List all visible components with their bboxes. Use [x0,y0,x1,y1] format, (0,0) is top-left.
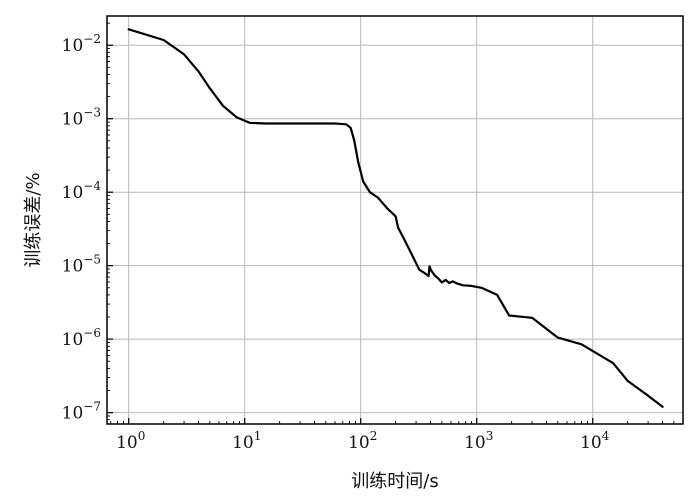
x-tick-base: 10 [116,433,138,453]
x-tick-base: 10 [348,433,370,453]
x-tick-base: 10 [580,433,602,453]
y-tick-base: 10 [62,257,84,277]
series-line [127,28,664,408]
y-tick-base: 10 [62,183,84,203]
y-tick-base: 10 [62,36,84,56]
y-tick-exponent: −4 [83,179,101,193]
x-tick-exponent: 3 [486,429,494,443]
x-tick-labels: 100 101 102 103 104 [116,429,610,453]
y-axis-title: 训练误差/% [23,172,44,267]
y-tick-label: 10−5 [62,253,101,277]
x-tick-label: 104 [580,429,610,453]
y-tick-labels: 10−710−610−510−410−310−2 [62,32,102,423]
y-tick-exponent: −3 [83,106,101,120]
x-axis-title: 训练时间/s [351,471,438,492]
grid [107,16,683,424]
y-tick-label: 10−2 [62,32,101,56]
y-tick-exponent: −6 [83,326,101,340]
x-tick-label: 102 [348,429,377,453]
y-tick-base: 10 [62,330,84,350]
y-tick-exponent: −2 [83,32,101,46]
x-tick-base: 10 [464,433,486,453]
x-tick-label: 101 [232,429,261,453]
x-tick-label: 103 [464,429,493,453]
y-tick-label: 10−7 [62,400,101,424]
y-tick-base: 10 [62,110,84,130]
x-tick-exponent: 0 [138,429,146,443]
y-tick-label: 10−4 [62,179,102,203]
x-tick-exponent: 1 [254,429,262,443]
x-tick-exponent: 2 [370,429,378,443]
y-tick-label: 10−3 [62,106,101,130]
plot-frame [106,15,684,425]
minor-ticks [107,22,684,425]
y-tick-exponent: −5 [83,253,101,267]
major-ticks [107,44,594,424]
y-tick-exponent: −7 [83,400,101,414]
y-tick-label: 10−6 [62,326,101,350]
series-layer [127,28,664,408]
x-tick-base: 10 [232,433,254,453]
x-tick-label: 100 [116,429,145,453]
x-tick-exponent: 4 [602,429,610,443]
y-tick-base: 10 [62,404,84,424]
